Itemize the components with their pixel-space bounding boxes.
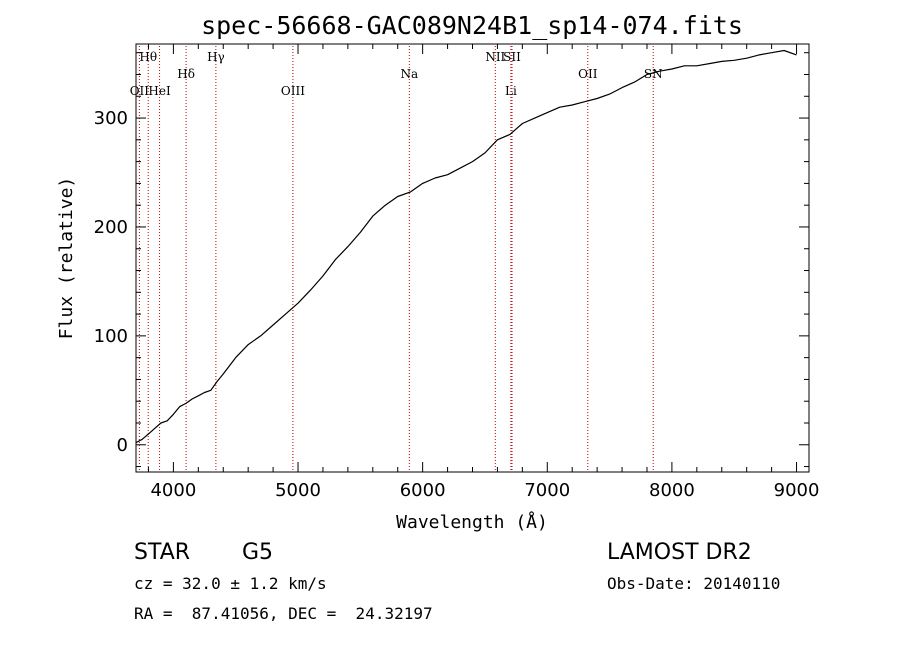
spectral-line-label: SII [503,50,521,64]
spectral-line-label: Hδ [177,67,195,81]
axis-ticks: 4000 5000 6000 7000 8000 9000 0 100 200 300 [94,44,820,501]
y-tick-label: 100 [94,326,128,347]
obs-date: Obs-Date: 20140110 [607,574,781,593]
redshift-cz: cz = 32.0 ± 1.2 km/s [134,574,327,593]
y-tick-label: 300 [94,108,128,129]
spectral-line-label: OII [578,67,598,81]
object-subclass: G5 [242,540,274,565]
x-tick-label: 4000 [150,480,196,501]
y-tick-label: 0 [117,435,128,456]
spectral-line-label: Li [505,84,517,98]
survey-name: LAMOST DR2 [607,540,752,565]
x-tick-label: 8000 [649,480,695,501]
spectral-line-label: NII [485,50,505,64]
spectral-line-label: Hθ [139,50,157,64]
series-layer [135,49,797,444]
y-tick-label: 200 [94,217,128,238]
object-class: STAR [134,540,191,565]
x-tick-label: 6000 [400,480,446,501]
x-tick-label: 5000 [275,480,321,501]
spectrum-series-line [135,49,797,444]
spectral-line-label: SN [644,67,663,81]
spectral-line-label: Hγ [207,50,225,64]
x-axis-label: Wavelength (Å) [396,511,548,533]
spectral-line-label: Na [400,67,418,81]
spectral-line-label: OII [130,84,150,98]
y-axis-label: Flux (relative) [56,177,77,340]
plot-frame [135,43,810,473]
x-tick-label: 7000 [524,480,570,501]
chart-title: spec-56668-GAC089N24B1_sp14-074.fits [201,11,743,40]
x-tick-label: 9000 [774,480,820,501]
spectral-line-label: HeI [148,84,171,98]
spectral-line-label: OIII [281,84,305,98]
coordinates: RA = 87.41056, DEC = 24.32197 [134,604,433,623]
